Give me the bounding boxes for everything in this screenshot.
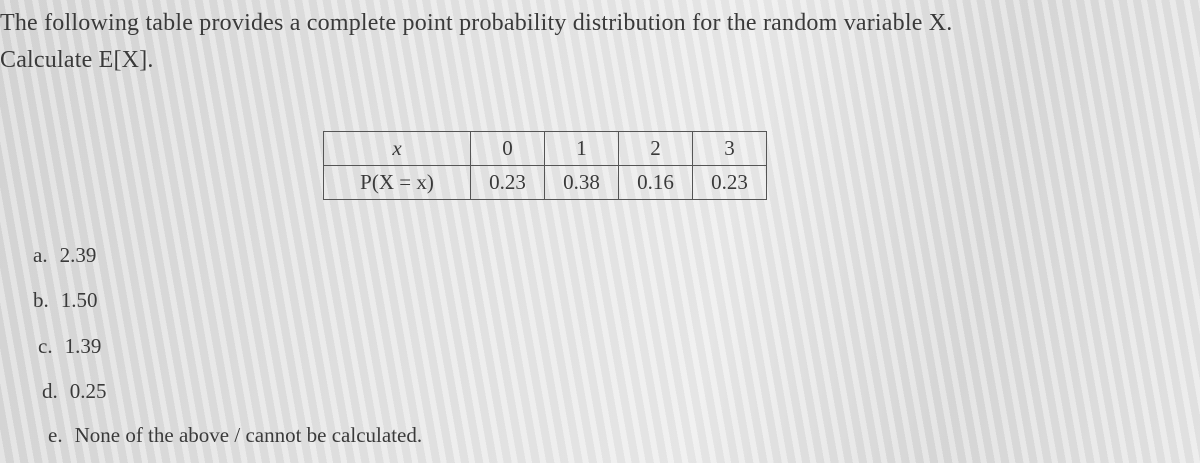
table-row: P(X = x) 0.23 0.38 0.16 0.23 (323, 165, 767, 200)
table-row: x 0 1 2 3 (323, 131, 767, 166)
table-cell: 1 (544, 131, 619, 166)
table-cell: 3 (692, 131, 767, 166)
distribution-table: x 0 1 2 3 P(X = x) 0.23 0.38 0.16 0.23 (323, 131, 767, 200)
option-label: e. (48, 423, 63, 447)
table-cell: x (323, 131, 471, 166)
table-cell: 0.23 (470, 165, 545, 200)
table-cell: 0.23 (692, 165, 767, 200)
option-text: 0.25 (69, 379, 107, 403)
table-cell: P(X = x) (323, 165, 471, 200)
table-cell: 0.16 (618, 165, 693, 200)
option[interactable]: e. None of the above / cannot be calculat… (48, 423, 422, 448)
option-text: 2.39 (59, 243, 97, 267)
table-cell: 0 (470, 131, 545, 166)
option-label: c. (38, 334, 53, 358)
option-text: 1.50 (60, 288, 98, 312)
option-label: b. (33, 288, 49, 312)
question-line: Calculate E[X]. (0, 47, 154, 73)
question-line: The following table provides a complete … (0, 10, 953, 36)
table-cell: 2 (618, 131, 693, 166)
option-label: d. (42, 379, 58, 403)
option-text: 1.39 (64, 334, 102, 358)
option-text: None of the above / cannot be calculated… (74, 423, 423, 447)
option[interactable]: a. 2.39 (33, 243, 96, 268)
option[interactable]: c. 1.39 (38, 334, 101, 359)
option[interactable]: d. 0.25 (42, 379, 107, 404)
option-label: a. (33, 243, 48, 267)
option[interactable]: b. 1.50 (33, 288, 98, 313)
table-cell: 0.38 (544, 165, 619, 200)
